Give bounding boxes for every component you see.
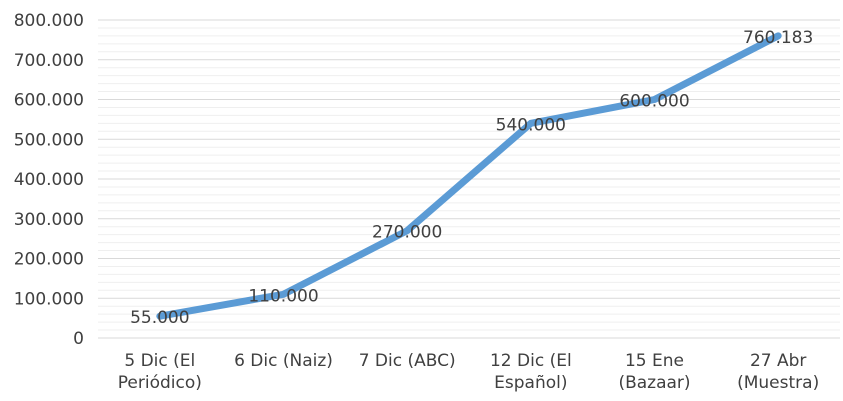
x-axis-tick-labels: 5 Dic (El Periódico) 6 Dic (Naiz) 7 Dic (AB… bbox=[118, 351, 819, 393]
y-tick-label: 100.000 bbox=[14, 289, 84, 309]
data-labels: 55.000 110.000 270.000 540.000 600.000 760.18… bbox=[130, 28, 813, 328]
y-tick-label: 200.000 bbox=[14, 250, 84, 270]
y-tick-label: 400.000 bbox=[14, 170, 84, 190]
x-tick-label-line: 15 Ene bbox=[625, 351, 684, 371]
gridlines bbox=[98, 19, 840, 339]
y-tick-label: 800.000 bbox=[14, 11, 84, 31]
x-tick-label: 12 Dic (El Español) bbox=[490, 351, 572, 393]
y-tick-label: 300.000 bbox=[14, 210, 84, 230]
x-tick-label-line: (Bazaar) bbox=[618, 373, 690, 393]
y-axis-tick-labels: 0 100.000 200.000 300.000 400.000 500.000 600.… bbox=[14, 11, 84, 349]
x-tick-label: 15 Ene (Bazaar) bbox=[618, 351, 690, 393]
x-tick-label-line: 27 Abr bbox=[750, 351, 806, 371]
x-tick-label: 6 Dic (Naiz) bbox=[234, 351, 333, 371]
x-tick-label-line: 6 Dic (Naiz) bbox=[234, 351, 333, 371]
x-tick-label: 27 Abr (Muestra) bbox=[737, 351, 819, 393]
x-tick-label-line: 7 Dic (ABC) bbox=[359, 351, 456, 371]
data-label: 270.000 bbox=[372, 223, 442, 243]
x-tick-label-line: 5 Dic (El bbox=[124, 351, 195, 371]
x-tick-label: 7 Dic (ABC) bbox=[359, 351, 456, 371]
data-label: 600.000 bbox=[619, 92, 689, 112]
y-tick-label: 500.000 bbox=[14, 130, 84, 150]
data-label: 110.000 bbox=[248, 286, 318, 306]
series-line bbox=[156, 32, 782, 320]
data-label: 760.183 bbox=[743, 28, 813, 48]
data-label: 55.000 bbox=[130, 308, 189, 328]
x-tick-label-line: Español) bbox=[494, 373, 567, 393]
x-tick-label-line: (Muestra) bbox=[737, 373, 819, 393]
data-label: 540.000 bbox=[496, 115, 566, 135]
x-tick-label-line: Periódico) bbox=[118, 373, 202, 393]
y-tick-label: 700.000 bbox=[14, 51, 84, 71]
y-tick-label: 0 bbox=[73, 329, 84, 349]
x-tick-label: 5 Dic (El Periódico) bbox=[118, 351, 202, 393]
x-tick-label-line: 12 Dic (El bbox=[490, 351, 572, 371]
series-lines bbox=[156, 32, 782, 320]
y-tick-label: 600.000 bbox=[14, 91, 84, 111]
